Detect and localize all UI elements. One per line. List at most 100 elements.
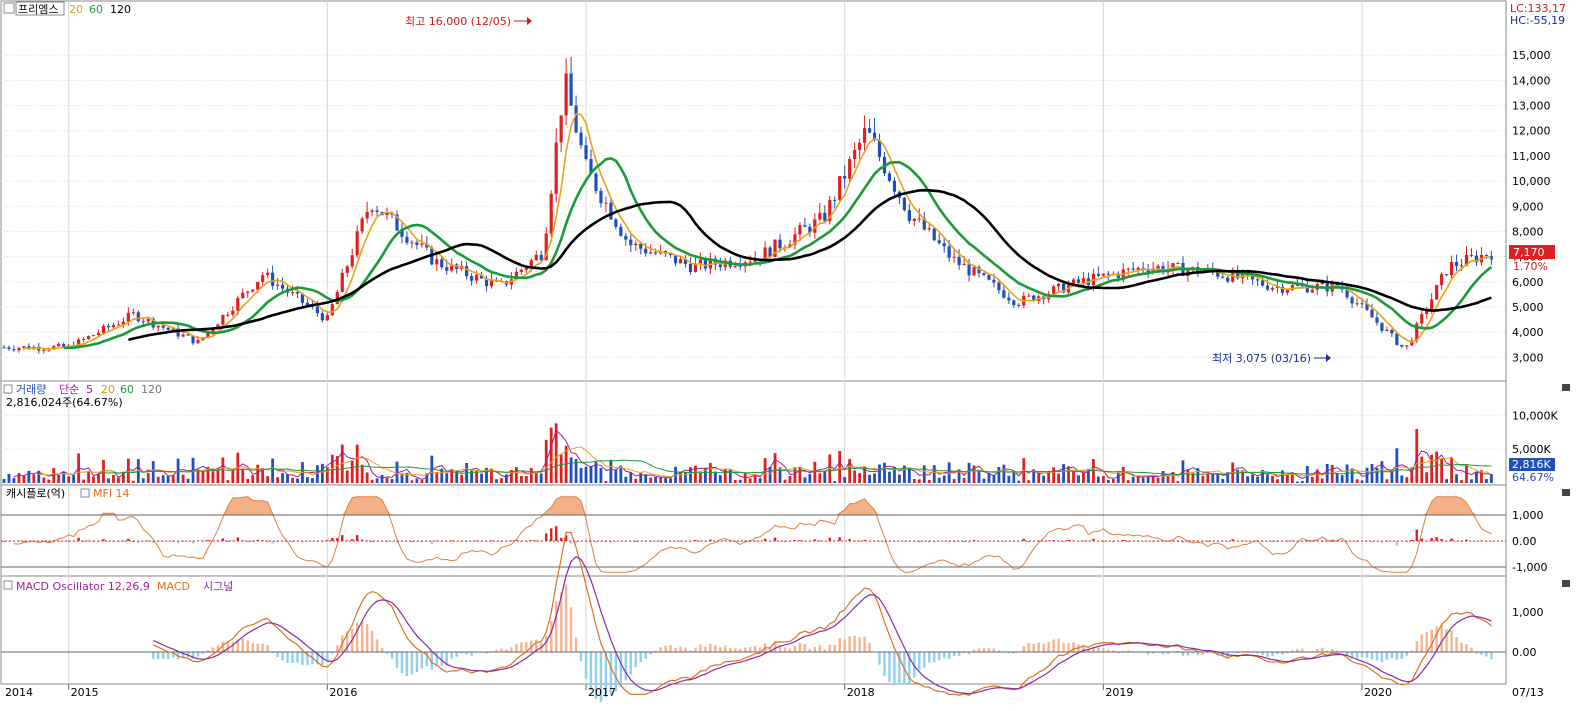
volume-bar — [1470, 479, 1473, 483]
macd-oscillator-bar — [923, 652, 926, 668]
macd-oscillator-bar — [485, 652, 488, 654]
macd-oscillator-bar — [734, 648, 737, 652]
ma20-label: 20 — [69, 3, 83, 16]
candle-body — [1464, 254, 1469, 266]
candle-body — [17, 347, 21, 351]
candle-body — [186, 334, 190, 336]
macd-oscillator-bar — [395, 652, 399, 668]
volume-bar — [753, 474, 757, 483]
macd-oscillator-bar — [724, 645, 727, 652]
volume-bar — [1420, 456, 1424, 483]
volume-bar — [400, 473, 404, 483]
volume-bar — [221, 457, 225, 483]
candle-body — [57, 344, 61, 347]
volume-bar — [783, 479, 787, 483]
vol-ma60-label: 60 — [120, 383, 134, 396]
candle-body — [1265, 285, 1270, 290]
macd-oscillator-bar — [1316, 648, 1319, 652]
volume-bar — [554, 423, 558, 483]
volume-bar — [325, 467, 329, 483]
volume-bar — [500, 478, 503, 483]
macd-oscillator-bar — [505, 649, 508, 652]
macd-oscillator-bar — [868, 642, 871, 652]
macd-oscillator-bar — [1296, 648, 1299, 652]
cashflow-bar — [251, 540, 254, 542]
candle-body — [1221, 276, 1225, 278]
candle-body — [1027, 295, 1031, 297]
candle-body — [1365, 303, 1369, 310]
candle-body — [479, 274, 484, 279]
cashflow-bar — [490, 540, 493, 542]
macd-oscillator-bar — [1415, 641, 1418, 652]
macd-oscillator-bar — [1445, 629, 1448, 652]
cashflow-bar — [161, 541, 165, 542]
macd-oscillator-bar — [291, 652, 294, 664]
volume-bar — [1320, 478, 1324, 483]
mfi-line — [13, 496, 1492, 573]
cashflow-bar — [1141, 541, 1145, 542]
macd-oscillator-bar — [1201, 652, 1205, 655]
volume-bar — [838, 450, 842, 483]
candle-body — [559, 115, 563, 143]
cashflow-bar — [813, 539, 817, 541]
volume-bar — [57, 474, 61, 483]
volume-bar — [1455, 474, 1458, 483]
cashflow-bar — [609, 541, 613, 543]
macd-oscillator-bar — [1117, 652, 1120, 654]
cashflow-bar — [22, 540, 26, 542]
macd-oscillator-bar — [201, 652, 205, 654]
volume-bar — [505, 474, 508, 483]
volume-bar — [758, 478, 762, 483]
horizontal-grid — [1, 54, 1506, 450]
volume-bar — [196, 469, 200, 483]
candle-body — [604, 202, 608, 204]
volume-ma-title: 단순 — [59, 383, 79, 396]
volume-bar — [87, 470, 90, 483]
volume-bar — [529, 467, 533, 483]
candle-body — [370, 210, 374, 212]
volume-bar — [1246, 476, 1250, 483]
macd-tick-label: 0.00 — [1512, 646, 1537, 659]
candle-body — [1390, 329, 1394, 334]
volume-bar — [291, 477, 294, 483]
macd-oscillator-bar — [1062, 643, 1065, 652]
macd-oscillator-bar — [853, 635, 856, 652]
macd-oscillator-bar — [559, 592, 563, 652]
macd-oscillator-bar — [261, 643, 264, 652]
volume-bar — [151, 461, 155, 483]
ma120-label: 120 — [110, 3, 131, 16]
volume-title: 거래량 — [16, 383, 46, 396]
macd-oscillator-bar — [430, 652, 434, 670]
volume-bar — [311, 478, 314, 483]
macd-oscillator-bar — [938, 652, 941, 661]
volume-bar — [1032, 470, 1036, 483]
cashflow-bar — [763, 538, 767, 541]
cashflow-bar — [1326, 541, 1329, 543]
candle-body — [514, 271, 518, 280]
cashflow-bar — [699, 540, 702, 542]
candle-body — [1300, 285, 1304, 287]
volume-bar — [475, 470, 478, 483]
cashflow-bar — [355, 535, 359, 541]
signal-label: 시그널 — [203, 580, 233, 593]
volume-bar — [420, 479, 424, 483]
cashflow-bar — [933, 541, 936, 543]
vol-ma5-label: 5 — [86, 383, 93, 396]
candle-body — [629, 239, 633, 246]
price-header: 프리엠스 20 60 120 — [3, 1, 131, 16]
cashflow-bar — [843, 541, 846, 542]
volume-bar — [450, 469, 454, 483]
macd-oscillator-bar — [1321, 647, 1324, 652]
volume-bar — [848, 459, 852, 483]
candle-body — [554, 142, 558, 194]
cashflow-bar — [1092, 538, 1095, 541]
candle-body — [748, 261, 752, 263]
macd-oscillator-bar — [972, 649, 976, 652]
candle-body — [524, 267, 528, 270]
cashflow-bar — [803, 541, 807, 542]
volume-bar — [1410, 467, 1414, 483]
macd-oscillator-bar — [947, 652, 951, 659]
cashflow-bar — [107, 541, 110, 542]
cashflow-bar — [1186, 540, 1190, 542]
